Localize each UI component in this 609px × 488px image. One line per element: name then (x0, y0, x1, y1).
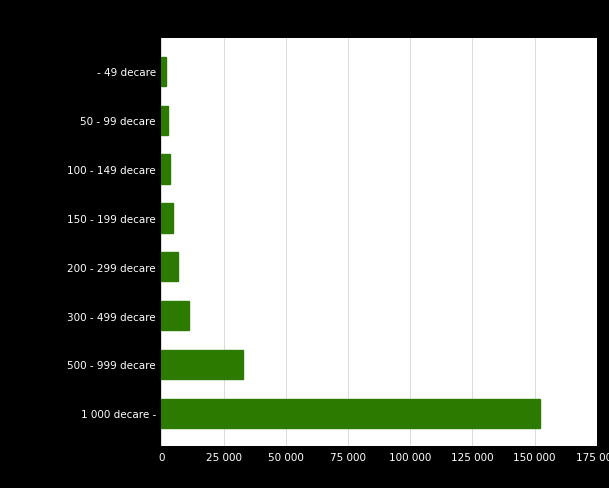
Bar (161, 399, 540, 428)
Bar (161, 252, 178, 282)
Bar (161, 301, 189, 330)
Bar (161, 106, 168, 136)
Bar (161, 204, 172, 233)
Bar (161, 58, 166, 87)
Bar (161, 155, 170, 184)
Bar (161, 350, 244, 379)
